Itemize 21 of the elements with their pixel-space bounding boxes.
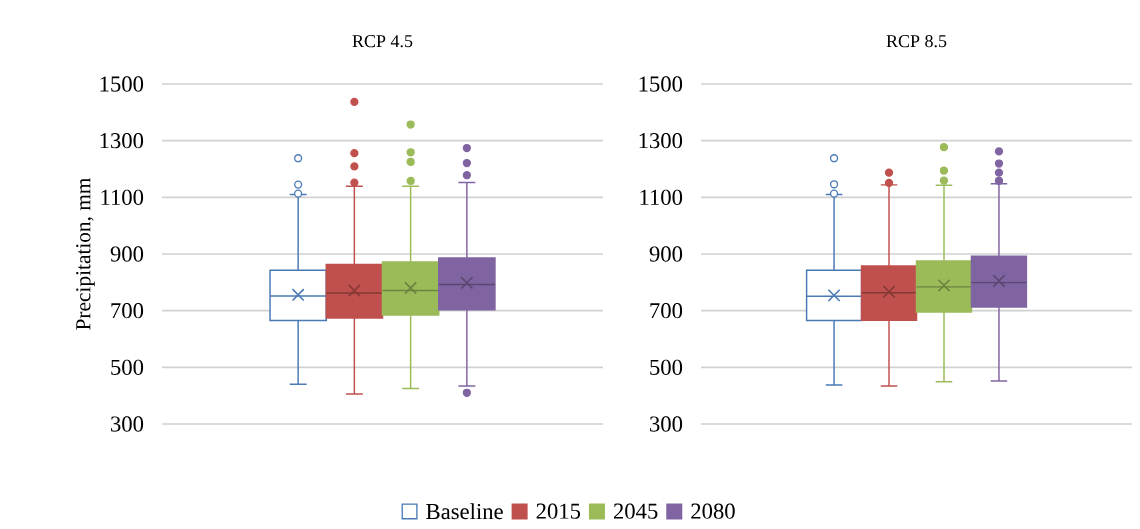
legend-label: 2015 <box>536 503 581 519</box>
y-tick-label: 1500 <box>639 76 683 92</box>
legend-label: 2080 <box>691 503 735 519</box>
y-tick-label: 1300 <box>639 133 683 149</box>
legend-label: 2045 <box>613 503 658 519</box>
legend-label: Baseline <box>426 503 503 520</box>
chart-title: RCP 4.5 <box>352 35 413 48</box>
y-axis-title: Precipitation, mm <box>76 177 95 330</box>
y-tick-label: 500 <box>111 359 144 375</box>
y-tick-label: 700 <box>111 303 144 319</box>
y-tick-label: 1300 <box>100 133 144 149</box>
y-tick-label: 900 <box>110 246 144 262</box>
y-tick-label: 1100 <box>101 189 144 205</box>
y-tick-label: 500 <box>650 359 683 375</box>
y-tick-label: 900 <box>649 246 683 262</box>
chart-title: RCP 8.5 <box>886 35 947 48</box>
y-tick-label: 1500 <box>100 76 144 92</box>
y-tick-label: 300 <box>650 416 683 432</box>
y-tick-label: 700 <box>650 303 683 319</box>
y-tick-label: 300 <box>111 416 144 432</box>
y-tick-label: 1100 <box>640 189 683 205</box>
